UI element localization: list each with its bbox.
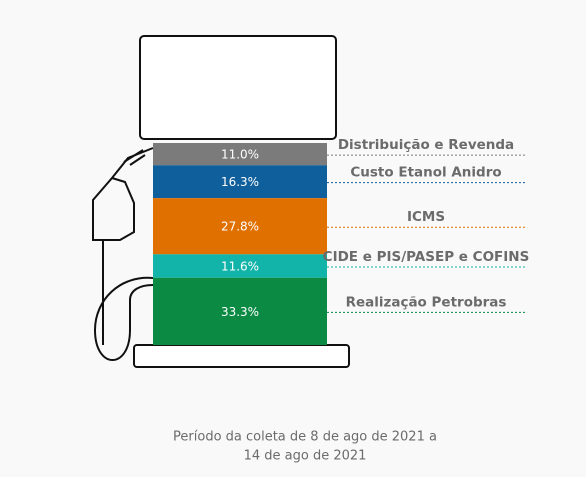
bar-segment <box>153 254 327 278</box>
bar-segment <box>153 198 327 255</box>
data-label: 27.8% <box>221 220 259 234</box>
legend-label: Custo Etanol Anidro <box>350 165 501 181</box>
bar-segment <box>153 165 327 199</box>
legend-label: Realização Petrobras <box>346 294 507 310</box>
footnote: 14 de ago de 2021 <box>244 449 367 464</box>
footnote: Período da coleta de 8 de ago de 2021 a <box>173 430 437 445</box>
legend-label: Distribuição e Revenda <box>338 137 514 153</box>
bar-segment <box>153 143 327 166</box>
legend-label: ICMS <box>407 209 445 225</box>
data-label: 11.0% <box>221 148 259 162</box>
data-label: 33.3% <box>221 305 259 319</box>
data-label: 11.6% <box>221 260 259 274</box>
bar-segment <box>153 277 327 345</box>
pump-illustration <box>92 35 350 368</box>
data-label: 16.3% <box>221 175 259 189</box>
legend-label: CIDE e PIS/PASEP e COFINS <box>323 249 530 265</box>
